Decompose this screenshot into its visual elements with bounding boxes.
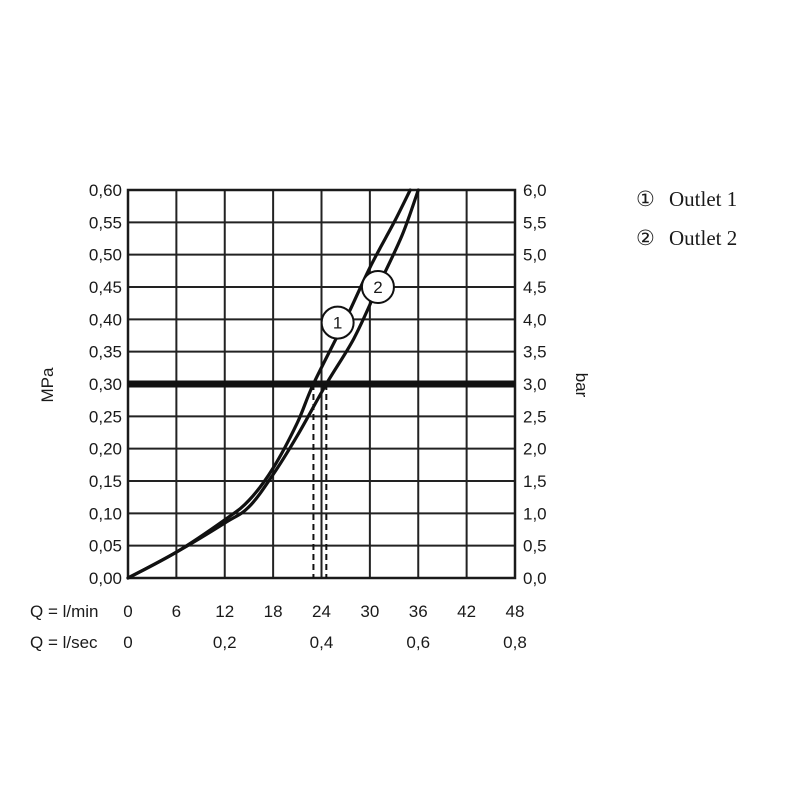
- x-secondary-tick-label: 0,2: [213, 633, 237, 652]
- y-left-tick-label: 0,55: [89, 213, 122, 232]
- y-left-tick-label: 0,00: [89, 569, 122, 588]
- legend-symbol-2: ②: [636, 226, 655, 250]
- x-primary-tick-label: 42: [457, 602, 476, 621]
- x-primary-tick-label: 48: [506, 602, 525, 621]
- x-primary-tick-label: 6: [172, 602, 181, 621]
- y-left-tick-label: 0,50: [89, 246, 122, 265]
- series-marker-label-2: 2: [373, 278, 382, 297]
- y-right-tick-label: 5,0: [523, 246, 547, 265]
- y-right-tick-label: 1,5: [523, 472, 547, 491]
- series-marker-circle-2: [360, 270, 395, 304]
- x-primary-tick-label: 0: [123, 602, 132, 621]
- y-left-tick-label: 0,40: [89, 310, 122, 329]
- x-primary-label: Q = l/min: [30, 602, 99, 621]
- y-left-unit: MPa: [38, 367, 57, 403]
- y-right-tick-label: 1,0: [523, 504, 547, 523]
- series-marker-label-1: 1: [333, 314, 342, 333]
- x-primary-ticks: 0 6 12 18 24 30 36 42 48: [123, 602, 524, 621]
- x-secondary-label: Q = l/sec: [30, 633, 98, 652]
- series-markers: 12: [320, 270, 395, 340]
- x-secondary-tick-label: 0,4: [310, 633, 334, 652]
- series-line-outlet-1: [126, 188, 412, 580]
- y-right-ticks: 0,0 0,5 1,0 1,5 2,0 2,5 3,0 3,5 4,0 4,5 5,0 5,5 6,0: [523, 181, 547, 588]
- y-left-tick-label: 0,05: [89, 537, 122, 556]
- y-right-tick-label: 0,0: [523, 569, 547, 588]
- y-left-tick-label: 0,15: [89, 472, 122, 491]
- x-primary-tick-label: 18: [264, 602, 283, 621]
- y-right-tick-label: 6,0: [523, 181, 547, 200]
- y-right-tick-label: 2,5: [523, 407, 547, 426]
- legend: ① Outlet 1 ② Outlet 2: [636, 187, 737, 250]
- legend-label-outlet-2: Outlet 2: [669, 226, 737, 250]
- x-primary-tick-label: 24: [312, 602, 331, 621]
- x-secondary-ticks: 0 0,2 0,4 0,6 0,8: [123, 633, 527, 652]
- legend-symbol-1: ①: [636, 187, 655, 211]
- y-right-tick-label: 3,0: [523, 375, 547, 394]
- y-left-tick-label: 0,10: [89, 504, 122, 523]
- y-left-tick-label: 0,45: [89, 278, 122, 297]
- y-right-tick-label: 4,5: [523, 278, 547, 297]
- y-right-tick-label: 5,5: [523, 213, 547, 232]
- x-primary-tick-label: 36: [409, 602, 428, 621]
- series-marker-circle-1: [320, 305, 355, 340]
- x-secondary-tick-label: 0: [123, 633, 132, 652]
- y-right-tick-label: 4,0: [523, 310, 547, 329]
- y-left-ticks: 0,00 0,05 0,10 0,15 0,20 0,25 0,30 0,35 0,40 0,45…: [89, 181, 122, 588]
- drop-lines: [312, 384, 328, 578]
- y-left-tick-label: 0,20: [89, 440, 122, 459]
- y-right-tick-label: 2,0: [523, 440, 547, 459]
- x-secondary-tick-label: 0,8: [503, 633, 527, 652]
- y-left-tick-label: 0,60: [89, 181, 122, 200]
- y-right-tick-label: 0,5: [523, 537, 547, 556]
- x-primary-tick-label: 12: [215, 602, 234, 621]
- y-right-unit: bar: [572, 373, 591, 398]
- x-primary-tick-label: 30: [360, 602, 379, 621]
- legend-label-outlet-1: Outlet 1: [669, 187, 737, 211]
- y-left-tick-label: 0,25: [89, 407, 122, 426]
- y-right-tick-label: 3,5: [523, 343, 547, 362]
- y-left-tick-label: 0,30: [89, 375, 122, 394]
- y-left-tick-label: 0,35: [89, 343, 122, 362]
- x-secondary-tick-label: 0,6: [406, 633, 430, 652]
